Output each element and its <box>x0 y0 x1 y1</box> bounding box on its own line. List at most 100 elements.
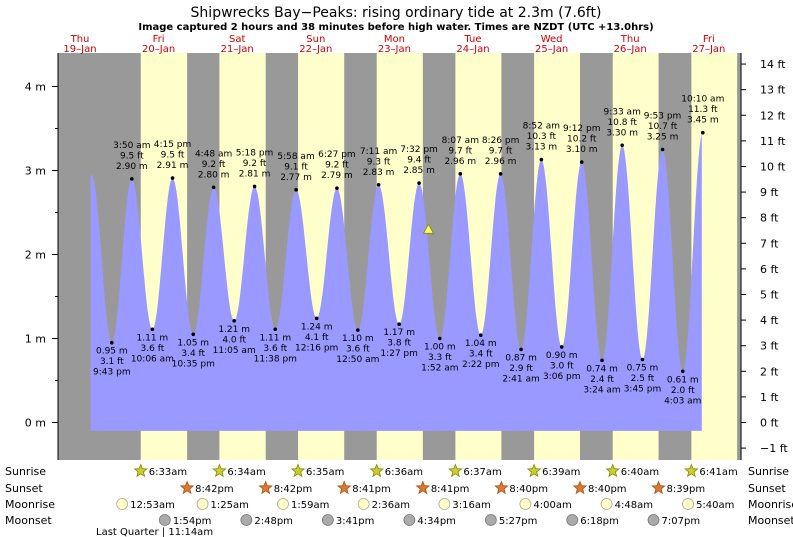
tide-label-line: 11.3 ft <box>688 105 718 115</box>
tide-label-line: 9.2 ft <box>202 160 226 170</box>
tide-label-line: 3.13 m <box>526 143 558 153</box>
tide-label-line: 6:27 pm <box>318 150 356 160</box>
tide-label-line: 4:48 am <box>195 149 232 159</box>
tide-label-line: 9:53 pm <box>644 112 682 122</box>
row-label-left: Moonrise <box>5 498 55 511</box>
sunrise-star-icon <box>133 463 148 478</box>
high-tide-point <box>170 176 175 180</box>
day-label-dow: Thu <box>70 34 90 45</box>
tide-label-line: 3.1 ft <box>100 357 124 367</box>
tide-label-line: 8:07 am <box>442 136 479 146</box>
moonset-time: 2:48pm <box>254 516 293 527</box>
tide-label-line: 2.9 ft <box>509 364 533 374</box>
high-tide-label: 7:11 am9.3 ft2.83 m <box>360 147 397 178</box>
tide-label-line: 0.87 m <box>505 353 537 363</box>
day-label-dow: Fri <box>703 34 715 45</box>
tide-label-line: 1.05 m <box>177 338 209 348</box>
tide-label-line: 9.4 ft <box>407 156 431 166</box>
high-tide-point <box>539 157 544 162</box>
moonset-moon-icon <box>158 514 171 526</box>
feet-tick-label: 11 ft <box>760 135 786 148</box>
tide-label-line: 4:03 am <box>664 396 701 406</box>
sunset-time: 8:41pm <box>352 484 391 495</box>
moonset-time: 7:07pm <box>662 516 701 527</box>
day-label-dow: Sat <box>229 34 245 45</box>
tide-label-line: 1.04 m <box>465 339 497 349</box>
day-label-dow: Thu <box>620 34 640 45</box>
moonrise-moon-icon <box>196 498 209 510</box>
low-tide-label: 0.74 m2.4 ft3:24 am <box>583 364 620 395</box>
moonrise-time: 1:59am <box>291 500 329 511</box>
tide-label-line: 3:50 am <box>113 141 150 151</box>
tide-label-line: 10:35 pm <box>172 359 215 369</box>
tide-label-line: 5:18 pm <box>236 148 274 158</box>
sunset-time: 8:42pm <box>195 484 234 495</box>
tide-label-line: 2.96 m <box>485 157 517 167</box>
high-tide-point <box>294 188 298 192</box>
metre-tick-label: 2 m <box>25 249 46 262</box>
day-label-date: 22–Jan <box>299 44 332 55</box>
tide-label-line: 11:05 am <box>213 346 256 356</box>
low-tide-point <box>680 369 685 374</box>
low-tide-point <box>478 333 483 337</box>
tide-label-line: 4.0 ft <box>222 335 246 345</box>
high-tide-label: 7:32 pm9.4 ft2.85 m <box>400 145 438 176</box>
tide-label-line: 9:12 pm <box>563 124 601 134</box>
day-label-date: 26–Jan <box>614 44 647 55</box>
feet-tick-label: 2 ft <box>760 365 779 378</box>
tide-label-line: 0.90 m <box>546 351 578 361</box>
low-tide-point <box>397 322 401 327</box>
low-tide-point <box>600 358 604 363</box>
day-label-date: 27–Jan <box>692 44 725 55</box>
tide-label-line: 5:58 am <box>277 152 314 162</box>
feet-tick-label: 6 ft <box>760 263 779 276</box>
sunrise-time: 6:40am <box>621 467 659 478</box>
tide-label-line: 2.4 ft <box>590 375 614 385</box>
tide-label-line: 2.5 ft <box>631 374 655 384</box>
tide-label-line: 9.2 ft <box>325 161 349 171</box>
moonset-moon-icon <box>240 514 253 526</box>
day-labels: Thu19–JanFri20–JanSat21–JanSun22–JanMon2… <box>63 34 725 55</box>
low-tide-point <box>356 328 360 332</box>
sunrise-star-icon <box>290 463 306 478</box>
sunrise-star-icon <box>369 463 384 478</box>
tide-label-line: 10.8 ft <box>607 118 637 128</box>
sunrise-time: 6:33am <box>149 467 187 478</box>
tide-label-line: 10.3 ft <box>527 132 557 142</box>
tide-label-line: 12:50 am <box>336 355 379 365</box>
sunset-star-icon <box>572 480 588 495</box>
high-tide-label: 6:27 pm9.2 ft2.79 m <box>318 150 356 181</box>
low-tide-label: 0.75 m2.5 ft3:45 pm <box>624 364 662 395</box>
chart-title: Shipwrecks Bay−Peaks: rising ordinary ti… <box>191 5 602 21</box>
moonrise-moon-icon <box>357 498 370 510</box>
moonset-moon-icon <box>647 514 660 526</box>
moonrise-moon-icon <box>519 498 532 510</box>
tide-label-line: 0.74 m <box>586 364 618 374</box>
tide-label-line: 9.2 ft <box>243 159 267 169</box>
sunrise-time: 6:39am <box>542 467 580 478</box>
high-tide-label: 8:26 pm9.7 ft2.96 m <box>482 136 520 167</box>
axes: 0 m 1 m 2 m 3 m 4 m −1 ft 0 ft 1 ft 2 ft 3 ft 4 ft… <box>25 53 788 460</box>
sunset-star-icon <box>494 480 509 495</box>
tide-label-line: 3.30 m <box>606 128 638 138</box>
tide-label-line: 2.83 m <box>363 168 395 178</box>
metre-tick-label: 1 m <box>25 333 46 346</box>
sunset-star-icon <box>258 480 273 495</box>
low-tide-point <box>519 347 523 352</box>
row-label-right: Moonset <box>748 514 793 527</box>
tide-label-line: 3.10 m <box>566 145 598 155</box>
tide-label-line: 3.4 ft <box>469 350 493 360</box>
low-tide-point <box>559 345 564 349</box>
high-tide-point <box>252 184 257 189</box>
feet-tick-label: 13 ft <box>760 84 786 97</box>
tide-label-line: 10.7 ft <box>648 122 678 132</box>
tide-label-line: 1.11 m <box>259 333 291 343</box>
tide-label-line: 11:38 pm <box>254 354 297 364</box>
sunrise-time: 6:35am <box>306 467 344 478</box>
feet-tick-label: 14 ft <box>760 58 786 71</box>
low-tide-label: 1.17 m3.8 ft1:27 pm <box>380 328 418 359</box>
